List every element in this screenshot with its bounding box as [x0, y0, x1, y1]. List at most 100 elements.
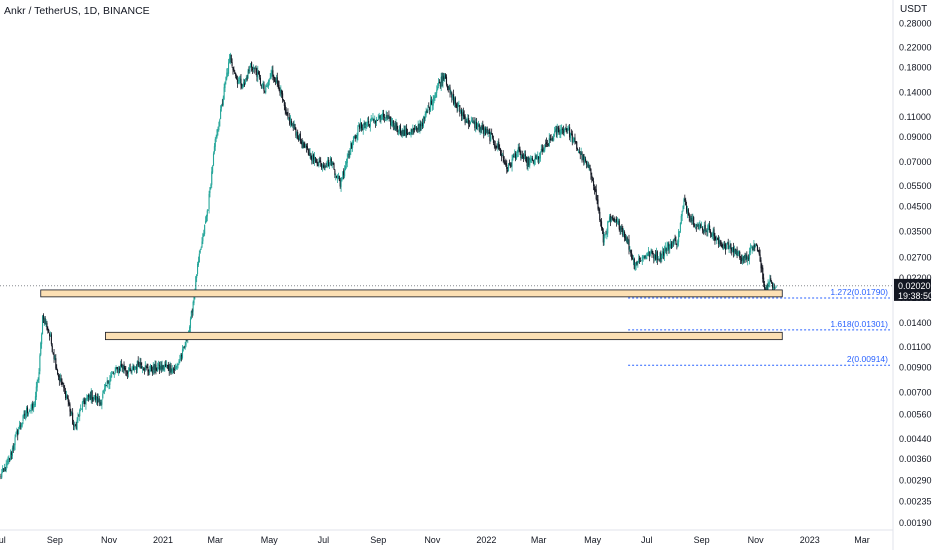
- candle-body: [202, 234, 204, 242]
- candle-body: [263, 84, 265, 91]
- candle-body: [440, 76, 442, 88]
- candle: [330, 157, 332, 167]
- x-tick-label: 2023: [800, 535, 820, 545]
- candle: [484, 126, 487, 136]
- candle: [332, 161, 334, 165]
- candle-body: [406, 132, 409, 135]
- candle: [739, 250, 741, 260]
- candle-body: [435, 92, 437, 98]
- candle-body: [519, 148, 521, 152]
- candle: [272, 65, 274, 81]
- candle-body: [130, 370, 132, 372]
- candle-body: [243, 82, 245, 87]
- candle-body: [571, 133, 573, 143]
- candle: [202, 232, 204, 245]
- candle: [324, 164, 326, 171]
- candle: [437, 83, 439, 91]
- candle: [704, 220, 706, 236]
- candle-body: [709, 225, 711, 231]
- candle: [327, 156, 329, 169]
- candle: [632, 255, 634, 266]
- candle-body: [652, 252, 654, 254]
- candle: [65, 390, 67, 400]
- candle-body: [740, 258, 742, 260]
- candle: [235, 74, 238, 80]
- candle-body: [45, 323, 47, 325]
- candle: [71, 411, 73, 416]
- candle: [129, 363, 131, 372]
- candle: [59, 373, 61, 382]
- candle: [35, 381, 37, 401]
- candle: [575, 141, 577, 144]
- candle-body: [127, 370, 130, 373]
- candle: [544, 144, 546, 152]
- candle: [226, 68, 228, 81]
- candle-body: [432, 98, 434, 106]
- candle-body: [72, 412, 74, 425]
- candle-body: [361, 128, 363, 130]
- candle: [381, 113, 383, 121]
- candle-body: [525, 157, 527, 159]
- candle: [774, 287, 776, 290]
- candle: [419, 119, 421, 134]
- candle-body: [593, 181, 595, 186]
- candle-body: [243, 83, 246, 86]
- candle-body: [585, 161, 588, 165]
- candle: [61, 378, 63, 387]
- candle: [213, 143, 215, 155]
- candle-body: [563, 128, 565, 133]
- candle: [245, 75, 247, 82]
- candle-body: [288, 118, 290, 120]
- candle: [351, 142, 353, 149]
- candle: [305, 143, 307, 149]
- candle-body: [259, 77, 262, 84]
- candle: [365, 122, 367, 131]
- candle-body: [725, 244, 727, 249]
- candle: [516, 149, 518, 158]
- candle-body: [352, 136, 355, 144]
- candle-body: [464, 115, 466, 123]
- candle-body: [462, 111, 464, 116]
- candle: [683, 197, 685, 209]
- candle-body: [293, 124, 295, 126]
- candle: [457, 102, 459, 112]
- candle-body: [466, 120, 468, 123]
- candle: [759, 249, 761, 262]
- candle-body: [613, 219, 615, 221]
- candle: [74, 423, 76, 427]
- candle-body: [428, 107, 430, 108]
- candle-body: [321, 163, 323, 168]
- candle-body: [155, 364, 157, 371]
- y-tick-label: 0.01100: [899, 342, 931, 352]
- candle: [386, 112, 388, 120]
- candle: [616, 217, 619, 225]
- candle: [498, 138, 500, 150]
- candle: [72, 419, 75, 431]
- candle: [160, 361, 162, 373]
- candle: [594, 186, 596, 193]
- candle: [762, 265, 764, 283]
- candle-body: [261, 84, 263, 86]
- candle-body: [104, 384, 106, 388]
- candle: [282, 99, 285, 102]
- candle: [391, 117, 393, 127]
- candle: [146, 363, 148, 369]
- candle: [606, 228, 608, 240]
- candle: [478, 123, 480, 133]
- candle-body: [366, 124, 368, 126]
- candle-body: [768, 283, 770, 284]
- candle: [344, 161, 347, 171]
- candle-body: [344, 169, 346, 177]
- candle-body: [86, 397, 88, 400]
- candle: [26, 405, 29, 417]
- candle: [139, 357, 141, 369]
- candle: [305, 143, 308, 153]
- candle-body: [498, 142, 500, 150]
- candle: [481, 122, 483, 135]
- candle: [634, 262, 636, 271]
- candle-body: [755, 244, 757, 247]
- candle: [698, 222, 700, 230]
- candle: [613, 218, 615, 222]
- candle-body: [217, 130, 219, 132]
